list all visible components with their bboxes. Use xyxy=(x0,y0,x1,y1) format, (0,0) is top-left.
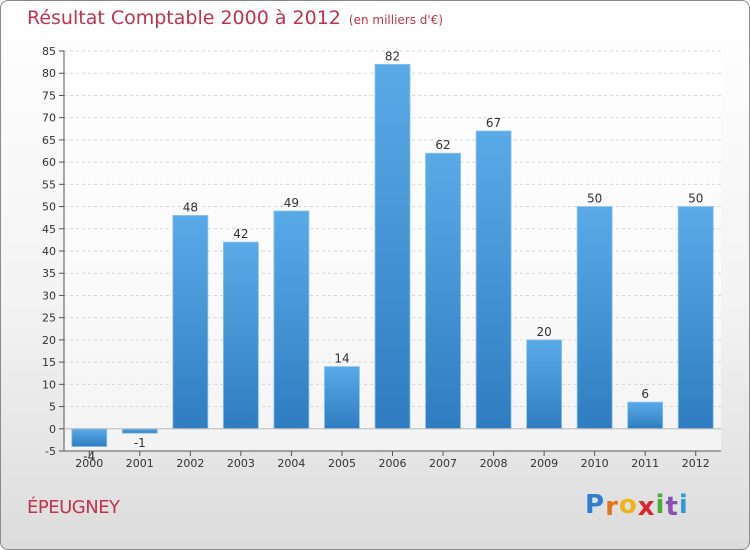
ytick-label-35: 35 xyxy=(42,267,56,280)
ytick-label-0: 0 xyxy=(49,423,56,436)
ytick-label-45: 45 xyxy=(42,223,56,236)
ytick-label-80: 80 xyxy=(42,67,56,80)
xtick-label-2011: 2011 xyxy=(631,457,659,470)
xtick-label-2008: 2008 xyxy=(480,457,508,470)
data-label-2010: 50 xyxy=(587,192,602,206)
xtick-label-2010: 2010 xyxy=(581,457,609,470)
xtick-label-2007: 2007 xyxy=(429,457,457,470)
data-label-2009: 20 xyxy=(536,325,551,339)
data-label-2006: 82 xyxy=(385,49,400,63)
bar-2011 xyxy=(627,401,664,430)
data-label-2002: 48 xyxy=(183,200,198,214)
bar-2008 xyxy=(475,130,512,430)
bar-2012 xyxy=(677,206,714,430)
data-label-2000: -4 xyxy=(83,450,95,464)
logo-letter-6: i xyxy=(678,490,689,520)
bar-2002 xyxy=(172,215,209,430)
proxiti-logo: Proxiti xyxy=(585,490,689,522)
xtick-label-2000: 2000 xyxy=(75,457,103,470)
data-label-2001: -1 xyxy=(134,436,146,450)
ytick-label-10: 10 xyxy=(42,378,56,391)
logo-letter-2: o xyxy=(618,490,638,520)
ytick-label-5: 5 xyxy=(49,401,56,414)
data-label-2012: 50 xyxy=(688,192,703,206)
xtick-label-2012: 2012 xyxy=(682,457,710,470)
xtick-label-2005: 2005 xyxy=(328,457,356,470)
xtick-label-2002: 2002 xyxy=(176,457,204,470)
xtick-label-2006: 2006 xyxy=(379,457,407,470)
logo-letter-4: i xyxy=(655,490,666,520)
data-label-2004: 49 xyxy=(284,196,299,210)
data-label-2007: 62 xyxy=(435,138,450,152)
bar-2009 xyxy=(526,339,563,430)
ytick-label--5: -5 xyxy=(45,445,56,458)
logo-letter-0: P xyxy=(585,490,606,520)
ytick-label-20: 20 xyxy=(42,334,56,347)
bar-2003 xyxy=(222,241,259,430)
logo-letter-5: t xyxy=(665,492,679,522)
data-label-2005: 14 xyxy=(334,352,349,366)
xtick-label-2003: 2003 xyxy=(227,457,255,470)
bar-2010 xyxy=(576,206,613,430)
ytick-label-75: 75 xyxy=(42,89,56,102)
xtick-label-2001: 2001 xyxy=(126,457,154,470)
data-label-2011: 6 xyxy=(641,387,649,401)
ytick-label-15: 15 xyxy=(42,356,56,369)
bar-2006 xyxy=(374,63,411,430)
chart-subtitle: (en milliers d'€) xyxy=(348,13,444,27)
bar-2005 xyxy=(324,366,360,430)
xtick-label-2009: 2009 xyxy=(530,457,558,470)
bar-2000 xyxy=(71,428,108,447)
ytick-label-30: 30 xyxy=(42,289,56,302)
ytick-label-65: 65 xyxy=(42,134,56,147)
ytick-label-25: 25 xyxy=(42,312,56,325)
bar-2007 xyxy=(425,152,461,430)
chart-title: Résultat Comptable 2000 à 2012 (en millie… xyxy=(27,7,443,29)
town-name: ÉPEUGNEY xyxy=(27,497,120,518)
bar-2004 xyxy=(273,210,310,430)
ytick-label-40: 40 xyxy=(42,245,56,258)
ytick-label-70: 70 xyxy=(42,112,56,125)
ytick-label-55: 55 xyxy=(42,178,56,191)
ytick-label-60: 60 xyxy=(42,156,56,169)
bar-2001 xyxy=(121,428,158,434)
data-label-2008: 67 xyxy=(486,116,501,130)
logo-letter-3: x xyxy=(637,492,656,522)
logo-letter-1: r xyxy=(605,492,619,522)
ytick-label-50: 50 xyxy=(42,201,56,214)
ytick-label-85: 85 xyxy=(42,45,56,58)
xtick-label-2004: 2004 xyxy=(277,457,305,470)
data-label-2003: 42 xyxy=(233,227,248,241)
title-text: Résultat Comptable 2000 à 2012 xyxy=(27,7,341,29)
